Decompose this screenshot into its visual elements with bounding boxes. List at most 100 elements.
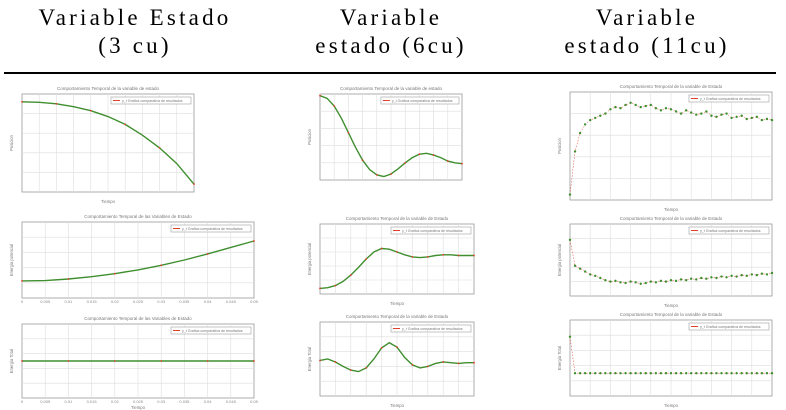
series-point: [725, 112, 728, 115]
x-tick-label: 0.045: [226, 399, 237, 404]
column-header-1-line1: Variable Estado: [38, 5, 232, 30]
series-line: [21, 240, 255, 282]
series-point: [594, 274, 597, 278]
series-point: [755, 115, 759, 119]
series-point: [629, 372, 632, 375]
gridlines: [320, 94, 462, 180]
series-point: [755, 372, 759, 375]
series-point: [700, 112, 703, 115]
series-point: [193, 183, 195, 186]
series-point: [380, 247, 383, 250]
legend-label: y_t Grafica comparativa de resultados: [700, 229, 761, 233]
legend-box: [688, 322, 770, 331]
series-point: [124, 123, 127, 126]
x-tick-label: 0.05: [250, 399, 259, 404]
y-axis-label: Posicion: [307, 128, 312, 144]
x-axis-label: Tiempo: [131, 405, 145, 410]
chart-svg: Comportamiento Temporal de la variable d…: [557, 312, 774, 408]
series-point: [21, 100, 23, 103]
series-point: [442, 253, 445, 256]
column-header-3: Variable estado (11cu): [516, 0, 778, 70]
series-point: [634, 372, 637, 375]
series-point: [750, 372, 753, 375]
series-point: [629, 101, 632, 104]
series-point: [432, 154, 435, 156]
series-point: [396, 251, 398, 253]
x-tick-label: 0.02: [111, 299, 120, 304]
series-point: [473, 254, 475, 257]
series-point: [473, 361, 475, 364]
y-axis-label: Posicion: [557, 137, 562, 153]
x-tick-label: 0.03: [157, 299, 166, 304]
series-point: [644, 372, 647, 375]
chart-title: Comportamiento Temporal de la variable d…: [346, 314, 449, 319]
legend-box: [688, 94, 770, 103]
series-line: [21, 101, 195, 185]
gridlines: [570, 320, 772, 396]
series-point: [765, 117, 769, 121]
series-point: [760, 372, 764, 375]
series-point: [750, 273, 753, 276]
series-point: [604, 278, 607, 282]
series-point: [619, 372, 622, 375]
series-point: [160, 360, 163, 362]
series-point: [730, 116, 733, 120]
x-tick-label: 0.03: [157, 399, 166, 404]
legend-label: y_t Grafica comparativa de resultados: [700, 97, 761, 101]
series-point: [609, 372, 612, 375]
series-point: [745, 274, 748, 278]
series-point: [669, 372, 673, 375]
series-point: [659, 279, 663, 283]
series-point: [589, 372, 592, 375]
series-point: [67, 360, 70, 362]
x-axis-label: Tiempo: [664, 403, 678, 408]
series-point: [639, 372, 642, 375]
x-tick-label: 0.005: [40, 399, 51, 404]
chart-svg: Comportamiento Temporal de la variable d…: [307, 216, 475, 306]
series-point: [770, 271, 774, 275]
y-axis-label: Energia Total: [307, 347, 312, 371]
series-point: [21, 360, 23, 362]
x-tick-label: 0: [21, 399, 24, 404]
series-point: [624, 281, 627, 285]
series-line: [569, 102, 773, 195]
y-axis-label: Energia Total: [557, 346, 562, 370]
chart-title: Comportamiento Temporal de las Variables…: [84, 316, 192, 321]
chart-col3-total-energy: Comportamiento Temporal de la variable d…: [556, 310, 776, 408]
series-point: [349, 369, 352, 371]
series-point: [599, 114, 602, 117]
series-point: [583, 123, 587, 126]
series-point: [735, 275, 738, 278]
column-header-2: Variable estado (6cu): [266, 0, 516, 70]
column-header-1: Variable Estado (3 cu): [4, 0, 266, 70]
legend-box: [380, 96, 460, 105]
legend-box: [170, 224, 252, 233]
series-point: [639, 282, 642, 285]
legend-label: y_t Grafica comparativa de resultados: [392, 99, 453, 103]
series-point: [594, 372, 597, 375]
series-point: [740, 114, 743, 117]
series-point: [770, 118, 774, 122]
gridlines: [22, 222, 254, 298]
series-point: [750, 116, 753, 120]
series-point: [674, 279, 678, 283]
series-point: [649, 280, 652, 283]
series-point: [715, 276, 718, 280]
chart-svg: Comportamiento Temporal de la variable d…: [307, 86, 463, 181]
series-point: [158, 147, 161, 149]
series-point: [760, 272, 764, 275]
chart-title: Comportamiento Temporal de la variable d…: [57, 86, 159, 91]
series-point: [614, 105, 617, 109]
series-point: [426, 365, 429, 368]
series-point: [568, 193, 572, 196]
series-point: [206, 360, 209, 362]
series-point: [426, 256, 429, 258]
series-point: [599, 276, 602, 280]
series-point: [639, 105, 642, 109]
series-point: [333, 105, 336, 107]
y-axis-label: Energia potencial: [9, 244, 14, 276]
series-point: [365, 366, 368, 369]
series-point: [319, 359, 321, 362]
series-point: [604, 112, 607, 115]
x-tick-label: 0.005: [40, 299, 51, 304]
